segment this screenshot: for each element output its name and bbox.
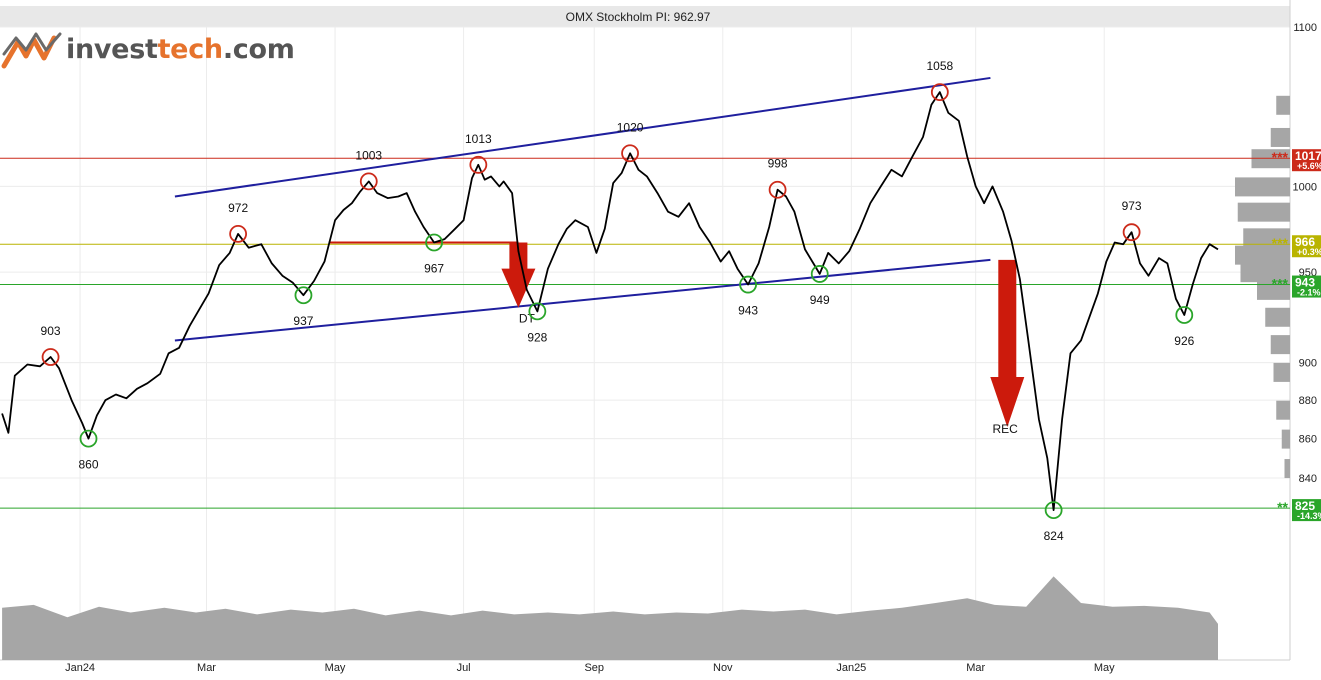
top-marker [359, 172, 378, 191]
target-arrow [501, 242, 536, 308]
level-value: 825 [1295, 499, 1315, 513]
bottom-marker [810, 265, 829, 283]
top-label: 903 [41, 324, 61, 338]
level-change: -2.1% [1297, 288, 1321, 298]
y-tick-label: 840 [1299, 473, 1317, 485]
level-stars: ** [1277, 499, 1288, 515]
volume-profile-bar [1257, 280, 1290, 300]
bottom-marker [1044, 501, 1063, 520]
bottom-marker [425, 233, 443, 252]
pattern-label: DT [519, 312, 536, 326]
top-label: 972 [228, 201, 248, 215]
volume-profile-bar [1270, 127, 1290, 147]
level-badge [1292, 275, 1321, 298]
pattern-label: REC [992, 422, 1018, 436]
level-badge [1292, 499, 1321, 522]
volume-profile-bar [1235, 177, 1290, 197]
x-tick-label: Jan25 [836, 662, 866, 674]
bottom-marker [739, 275, 757, 294]
y-tick-label: 900 [1299, 358, 1317, 370]
level-stars: *** [1272, 149, 1289, 165]
top-label: 1058 [926, 59, 953, 73]
volume-profile-bar [1276, 400, 1290, 420]
bottom-label: 860 [78, 458, 98, 472]
logo-part-tech: tech [157, 34, 224, 65]
x-tick-label: May [1094, 662, 1115, 674]
top-label: 973 [1122, 199, 1142, 213]
bottom-label: 824 [1044, 529, 1064, 543]
y-tick-label: 860 [1299, 434, 1317, 446]
top-marker [229, 224, 248, 243]
volume-profile-bar [1243, 228, 1290, 248]
y-tick-label: 1000 [1293, 181, 1317, 193]
level-change: +0.3% [1297, 247, 1321, 257]
top-marker [621, 144, 639, 163]
bottom-label: 928 [527, 330, 547, 344]
volume-profile-bar [1273, 362, 1290, 382]
level-badge [1292, 235, 1321, 258]
level-value: 966 [1295, 235, 1315, 249]
logo-wordmark: investtech.com [66, 34, 295, 65]
volume-area [2, 576, 1219, 660]
bottom-marker [79, 429, 98, 448]
level-value: 943 [1295, 276, 1315, 290]
bottom-label: 943 [738, 304, 758, 318]
bottom-label: 926 [1174, 334, 1194, 348]
top-label: 1003 [355, 148, 382, 162]
y-tick-label: 1100 [1293, 22, 1317, 34]
investtech-logo-icon [1, 32, 62, 69]
x-tick-label: Sep [584, 662, 604, 674]
top-marker [930, 83, 949, 102]
x-tick-label: Jul [457, 662, 471, 674]
x-tick-label: Nov [713, 662, 733, 674]
investtech-logo: investtech.com [0, 28, 295, 74]
title-bar [0, 6, 1290, 27]
x-tick-label: Mar [197, 662, 216, 674]
price-line [1, 91, 1219, 511]
volume-profile-bar [1237, 202, 1290, 222]
trend-channel-line [174, 76, 991, 198]
bottom-marker [294, 286, 313, 305]
volume-profile-bar [1240, 263, 1290, 283]
chart-title: OMX Stockholm PI: 962.97 [566, 10, 711, 24]
volume-profile-bar [1281, 429, 1290, 449]
y-tick-label: 880 [1299, 395, 1317, 407]
level-badge [1292, 149, 1321, 172]
logo-part-domain: .com [222, 34, 295, 65]
volume-profile-bar [1284, 459, 1290, 479]
top-label: 1020 [617, 120, 644, 134]
top-marker [1122, 223, 1141, 242]
bottom-label: 949 [810, 293, 830, 307]
x-tick-label: Mar [966, 662, 985, 674]
top-marker [469, 155, 488, 174]
top-marker [768, 180, 787, 199]
top-marker [41, 348, 60, 366]
bottom-marker [1175, 306, 1194, 324]
volume-profile-bar [1235, 245, 1290, 265]
top-label: 1013 [465, 132, 492, 146]
logo-part-invest: invest [66, 34, 158, 65]
x-tick-label: Jan24 [65, 662, 95, 674]
level-change: +5.6% [1297, 161, 1321, 171]
level-stars: *** [1272, 276, 1289, 292]
volume-profile-bar [1270, 335, 1290, 355]
volume-profile-bar [1276, 95, 1290, 115]
bottom-label: 967 [424, 262, 444, 276]
level-change: -14.3% [1297, 511, 1321, 521]
volume-profile-bar [1265, 307, 1290, 327]
level-stars: *** [1272, 235, 1289, 251]
trend-channel-line [174, 258, 991, 342]
level-value: 1017 [1295, 149, 1321, 163]
target-arrow [990, 259, 1025, 427]
top-label: 998 [768, 157, 788, 171]
bottom-label: 937 [293, 314, 313, 328]
bottom-marker [528, 302, 547, 321]
x-tick-label: May [325, 662, 346, 674]
